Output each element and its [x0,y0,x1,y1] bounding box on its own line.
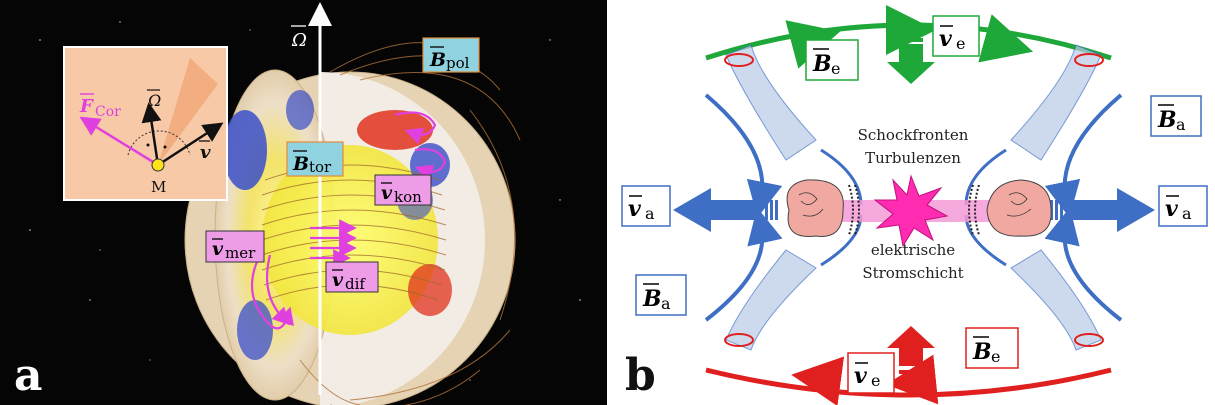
svg-text:v: v [1165,196,1178,222]
panel-divider [607,0,611,405]
svg-text:dif: dif [345,275,366,293]
flow-arrows [250,111,447,330]
turbulence-blobs [786,179,1052,237]
label-b-tor: B tor [286,141,344,177]
svg-text:kon: kon [394,188,422,206]
label-v-e-top: v e [932,15,980,57]
svg-text:B: B [812,51,832,77]
label-b-e-bottom: B e [965,327,1019,369]
inset-v-label: v [200,142,211,163]
reconnection-spark [873,174,949,248]
inset-fcor-sub: Cor [95,104,121,120]
svg-text:a: a [1176,115,1186,134]
velocity-vector [157,122,224,167]
svg-text:v: v [628,196,641,222]
sun-sphere [184,42,521,405]
panel-letter-a: a [14,350,43,401]
svg-text:a: a [1182,204,1192,223]
svg-text:B: B [292,153,309,175]
svg-text:e: e [956,34,965,53]
text-turbulenzen: Turbulenzen [865,149,961,167]
panel-b-reconnection: Schockfronten Turbulenzen elektrische St… [611,0,1215,405]
svg-text:e: e [831,59,840,78]
svg-text:tor: tor [309,158,332,176]
point-m [151,158,165,172]
svg-text:pol: pol [446,54,470,72]
svg-text:v: v [939,26,952,52]
flux-tubes [725,44,1102,351]
label-b-pol: B pol [422,37,480,73]
red-inflow-arrow [887,326,935,384]
label-v-a-right: v a [1158,185,1208,227]
panel-letter-b: b [625,350,656,401]
inset-omega-label: Ω [147,91,161,110]
coriolis-force-vector [79,116,159,167]
panel-a-canvas: Ω F Cor Ω v M B [14,2,581,405]
label-v-a-left: v a [621,185,671,227]
label-b-a-left: B a [635,274,687,316]
green-inflow-arrow [887,30,935,84]
svg-text:e: e [871,371,880,390]
svg-text:a: a [661,294,671,313]
svg-text:B: B [642,286,662,312]
svg-text:v: v [332,269,344,291]
svg-text:v: v [212,238,224,260]
svg-text:v: v [854,363,867,389]
label-v-dif: v dif [325,261,379,293]
axis-omega-label: Ω [291,30,307,51]
svg-text:e: e [991,347,1000,366]
svg-text:B: B [1157,107,1177,133]
coriolis-inset: F Cor Ω v M [63,46,228,201]
label-v-mer: v mer [205,230,265,263]
text-elektrische: elektrische [871,241,955,259]
panel-a-dynamo-sphere: Ω F Cor Ω v M B [0,0,607,405]
svg-text:B: B [972,339,992,365]
inset-fcor-symbol: F [79,96,94,117]
label-b-a-right: B a [1150,95,1202,137]
text-schockfronten: Schockfronten [858,126,969,144]
flux-tube-rings [724,53,1104,347]
omega-vector [141,102,162,166]
panel-b-canvas: Schockfronten Turbulenzen elektrische St… [621,5,1208,405]
label-b-e-top: B e [805,39,859,81]
label-v-kon: v kon [374,174,432,206]
text-stromschicht: Stromschicht [862,264,963,282]
label-v-e-bottom: v e [847,352,895,394]
svg-text:v: v [381,182,393,204]
starfield [29,21,581,381]
svg-text:a: a [645,204,655,223]
svg-text:B: B [429,49,446,71]
inset-point-label: M [151,178,166,196]
svg-text:mer: mer [225,244,256,262]
